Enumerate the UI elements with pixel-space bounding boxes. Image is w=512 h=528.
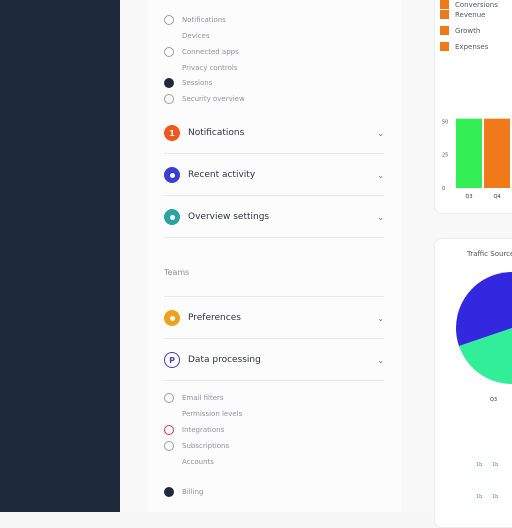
nav-subitem[interactable]: Sessions <box>164 77 212 89</box>
nav-subitem[interactable]: Billing <box>164 486 203 498</box>
grid-label: 1b <box>492 494 499 500</box>
legend-swatch <box>440 0 449 9</box>
accordion-preferences[interactable]: Preferences ⌄ <box>164 307 384 329</box>
legend-label: Conversions <box>455 0 498 9</box>
nav-subitem[interactable]: Accounts <box>164 456 214 468</box>
divider <box>164 380 384 381</box>
legend-item: Revenue <box>440 10 486 19</box>
legend-label: Growth <box>455 26 481 35</box>
nav-subitem[interactable]: Email filters <box>164 392 224 404</box>
accordion-data-processing[interactable]: P Data processing ⌄ <box>164 349 384 371</box>
y-tick-label: 50 <box>442 119 448 125</box>
nav-subitem[interactable]: Notifications <box>164 14 226 26</box>
accordion-notifications[interactable]: 1 Notifications ⌄ <box>164 122 384 144</box>
accordion-label: Data processing <box>188 355 261 365</box>
settings-nav-panel <box>148 0 402 512</box>
divider <box>164 338 384 339</box>
chevron-down-icon[interactable]: ⌄ <box>377 313 384 323</box>
x-tick-label: Q3 <box>465 194 472 200</box>
subscriptions-icon <box>164 441 174 451</box>
x-tick-label: Q4 <box>493 194 500 200</box>
nav-subitem[interactable]: Connected apps <box>164 46 239 58</box>
nav-subitem-label: Sessions <box>182 79 213 87</box>
pie-slice <box>456 272 512 347</box>
privacy-icon <box>164 63 174 73</box>
divider <box>164 195 384 196</box>
accordion-label: Recent activity <box>188 170 256 180</box>
nav-subitem[interactable]: Privacy controls <box>164 62 237 74</box>
nav-subitem-label: Accounts <box>182 458 214 466</box>
accordion-label: Notifications <box>188 128 245 138</box>
nav-subitem-label: Notifications <box>182 16 226 24</box>
divider <box>164 153 384 154</box>
accordion-label: Preferences <box>188 313 241 323</box>
session-icon <box>164 78 174 88</box>
integrations-icon <box>164 425 174 435</box>
legend-swatch <box>440 26 449 35</box>
grid-label: 1b <box>476 494 483 500</box>
pie-chart <box>456 272 512 384</box>
data-processing-icon: P <box>164 352 180 368</box>
y-tick-label: 25 <box>442 153 448 159</box>
chevron-down-icon[interactable]: ⌄ <box>377 212 384 222</box>
accordion-label: Overview settings <box>188 212 270 222</box>
preferences-icon <box>164 310 180 326</box>
accounts-icon <box>164 457 174 467</box>
divider <box>164 296 384 297</box>
chevron-down-icon[interactable]: ⌄ <box>377 128 384 138</box>
nav-subitem-label: Devices <box>182 32 210 40</box>
activity-icon <box>164 167 180 183</box>
device-icon <box>164 31 174 41</box>
nav-subitem-label: Billing <box>182 488 204 496</box>
y-tick-label: 0 <box>442 186 445 192</box>
apps-icon <box>164 47 174 57</box>
bar <box>484 118 510 188</box>
nav-subitem-label: Email filters <box>182 394 224 402</box>
legend-swatch <box>440 42 449 51</box>
legend-swatch <box>440 10 449 19</box>
bar-chart: 50 25 0 Q3 Q4 <box>442 118 510 200</box>
clock-icon <box>164 15 174 25</box>
legend-item: Expenses <box>440 42 488 51</box>
chevron-down-icon[interactable]: ⌄ <box>377 355 384 365</box>
pie-chart-label: Q3 <box>490 397 498 403</box>
nav-subitem-label: Permission levels <box>182 410 243 418</box>
pie-slice <box>458 328 512 384</box>
nav-subitem-label: Connected apps <box>182 48 239 56</box>
nav-subitem[interactable]: Devices <box>164 30 210 42</box>
legend-item: Conversions <box>440 0 498 9</box>
nav-subitem-label: Security overview <box>182 95 245 103</box>
grid-label: 1b <box>476 462 483 468</box>
chevron-down-icon[interactable]: ⌄ <box>377 170 384 180</box>
bar <box>456 118 482 188</box>
security-icon <box>164 94 174 104</box>
nav-subitem-label: Privacy controls <box>182 64 238 72</box>
nav-subitem[interactable]: Subscriptions <box>164 440 229 452</box>
app-sidebar <box>0 0 120 512</box>
nav-subitem[interactable]: Integrations <box>164 424 224 436</box>
nav-subitem-label: Subscriptions <box>182 442 230 450</box>
nav-subitem[interactable]: Permission levels <box>164 408 242 420</box>
settings-icon <box>164 209 180 225</box>
accordion-recent-activity[interactable]: Recent activity ⌄ <box>164 164 384 186</box>
legend-item: Growth <box>440 26 480 35</box>
notifications-icon: 1 <box>164 125 180 141</box>
nav-subitem-label: Integrations <box>182 426 225 434</box>
permission-icon <box>164 409 174 419</box>
grid-label: 1b <box>492 462 499 468</box>
filter-icon <box>164 393 174 403</box>
divider <box>164 237 384 238</box>
section-heading: Teams <box>164 268 190 277</box>
accordion-overview-settings[interactable]: Overview settings ⌄ <box>164 206 384 228</box>
legend-label: Revenue <box>455 10 486 19</box>
billing-icon <box>164 487 174 497</box>
legend-label: Expenses <box>455 42 489 51</box>
pie-chart-title: Traffic Sources <box>467 250 512 258</box>
nav-subitem[interactable]: Security overview <box>164 93 245 105</box>
